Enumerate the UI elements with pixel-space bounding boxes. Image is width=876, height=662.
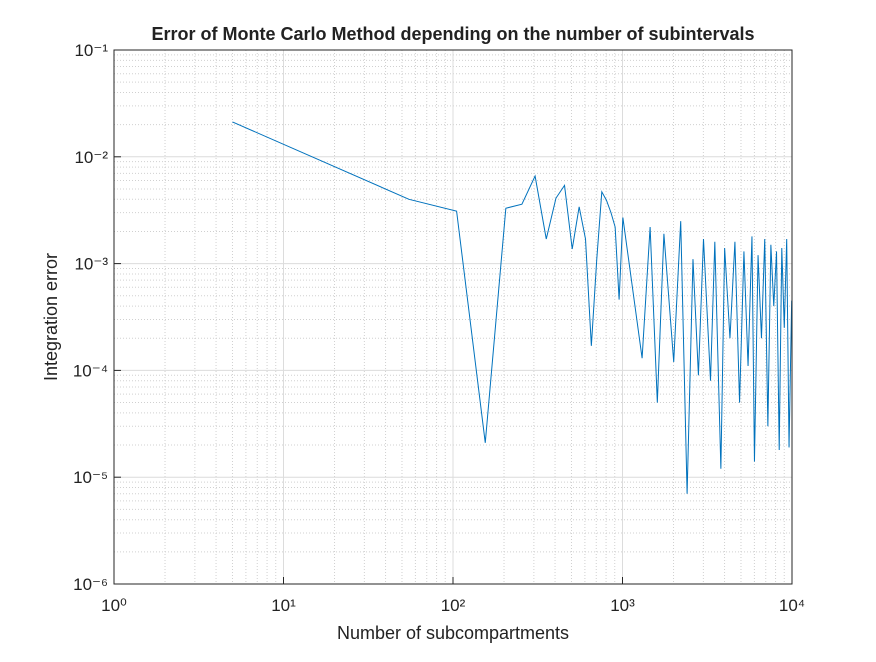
grid: [113, 49, 793, 585]
x-tick-label: 10²: [441, 596, 466, 615]
data-line: [232, 121, 793, 494]
plot: 10⁰ 10¹ 10² 10³ 10⁴ 10⁻⁶ 10⁻⁵ 10⁻⁴ 10⁻³ 10⁻² 10⁻¹: [73, 41, 805, 615]
x-tick-label: 10⁴: [779, 596, 805, 615]
chart-title: Error of Monte Carlo Method depending on…: [151, 24, 754, 44]
y-tick-label: 10⁻³: [74, 255, 108, 274]
x-tick-label: 10³: [610, 596, 635, 615]
y-tick-label: 10⁻⁵: [73, 468, 108, 487]
y-tick-label: 10⁻⁶: [73, 575, 108, 594]
y-tick-label: 10⁻²: [74, 148, 108, 167]
y-axis-label: Integration error: [41, 253, 61, 381]
y-tick-label: 10⁻⁴: [73, 361, 108, 380]
y-tick-label: 10⁻¹: [74, 41, 108, 60]
x-tick-label: 10¹: [271, 596, 296, 615]
axes-box: [113, 49, 793, 585]
x-tick-label: 10⁰: [101, 596, 127, 615]
x-axis-label: Number of subcompartments: [337, 623, 569, 643]
